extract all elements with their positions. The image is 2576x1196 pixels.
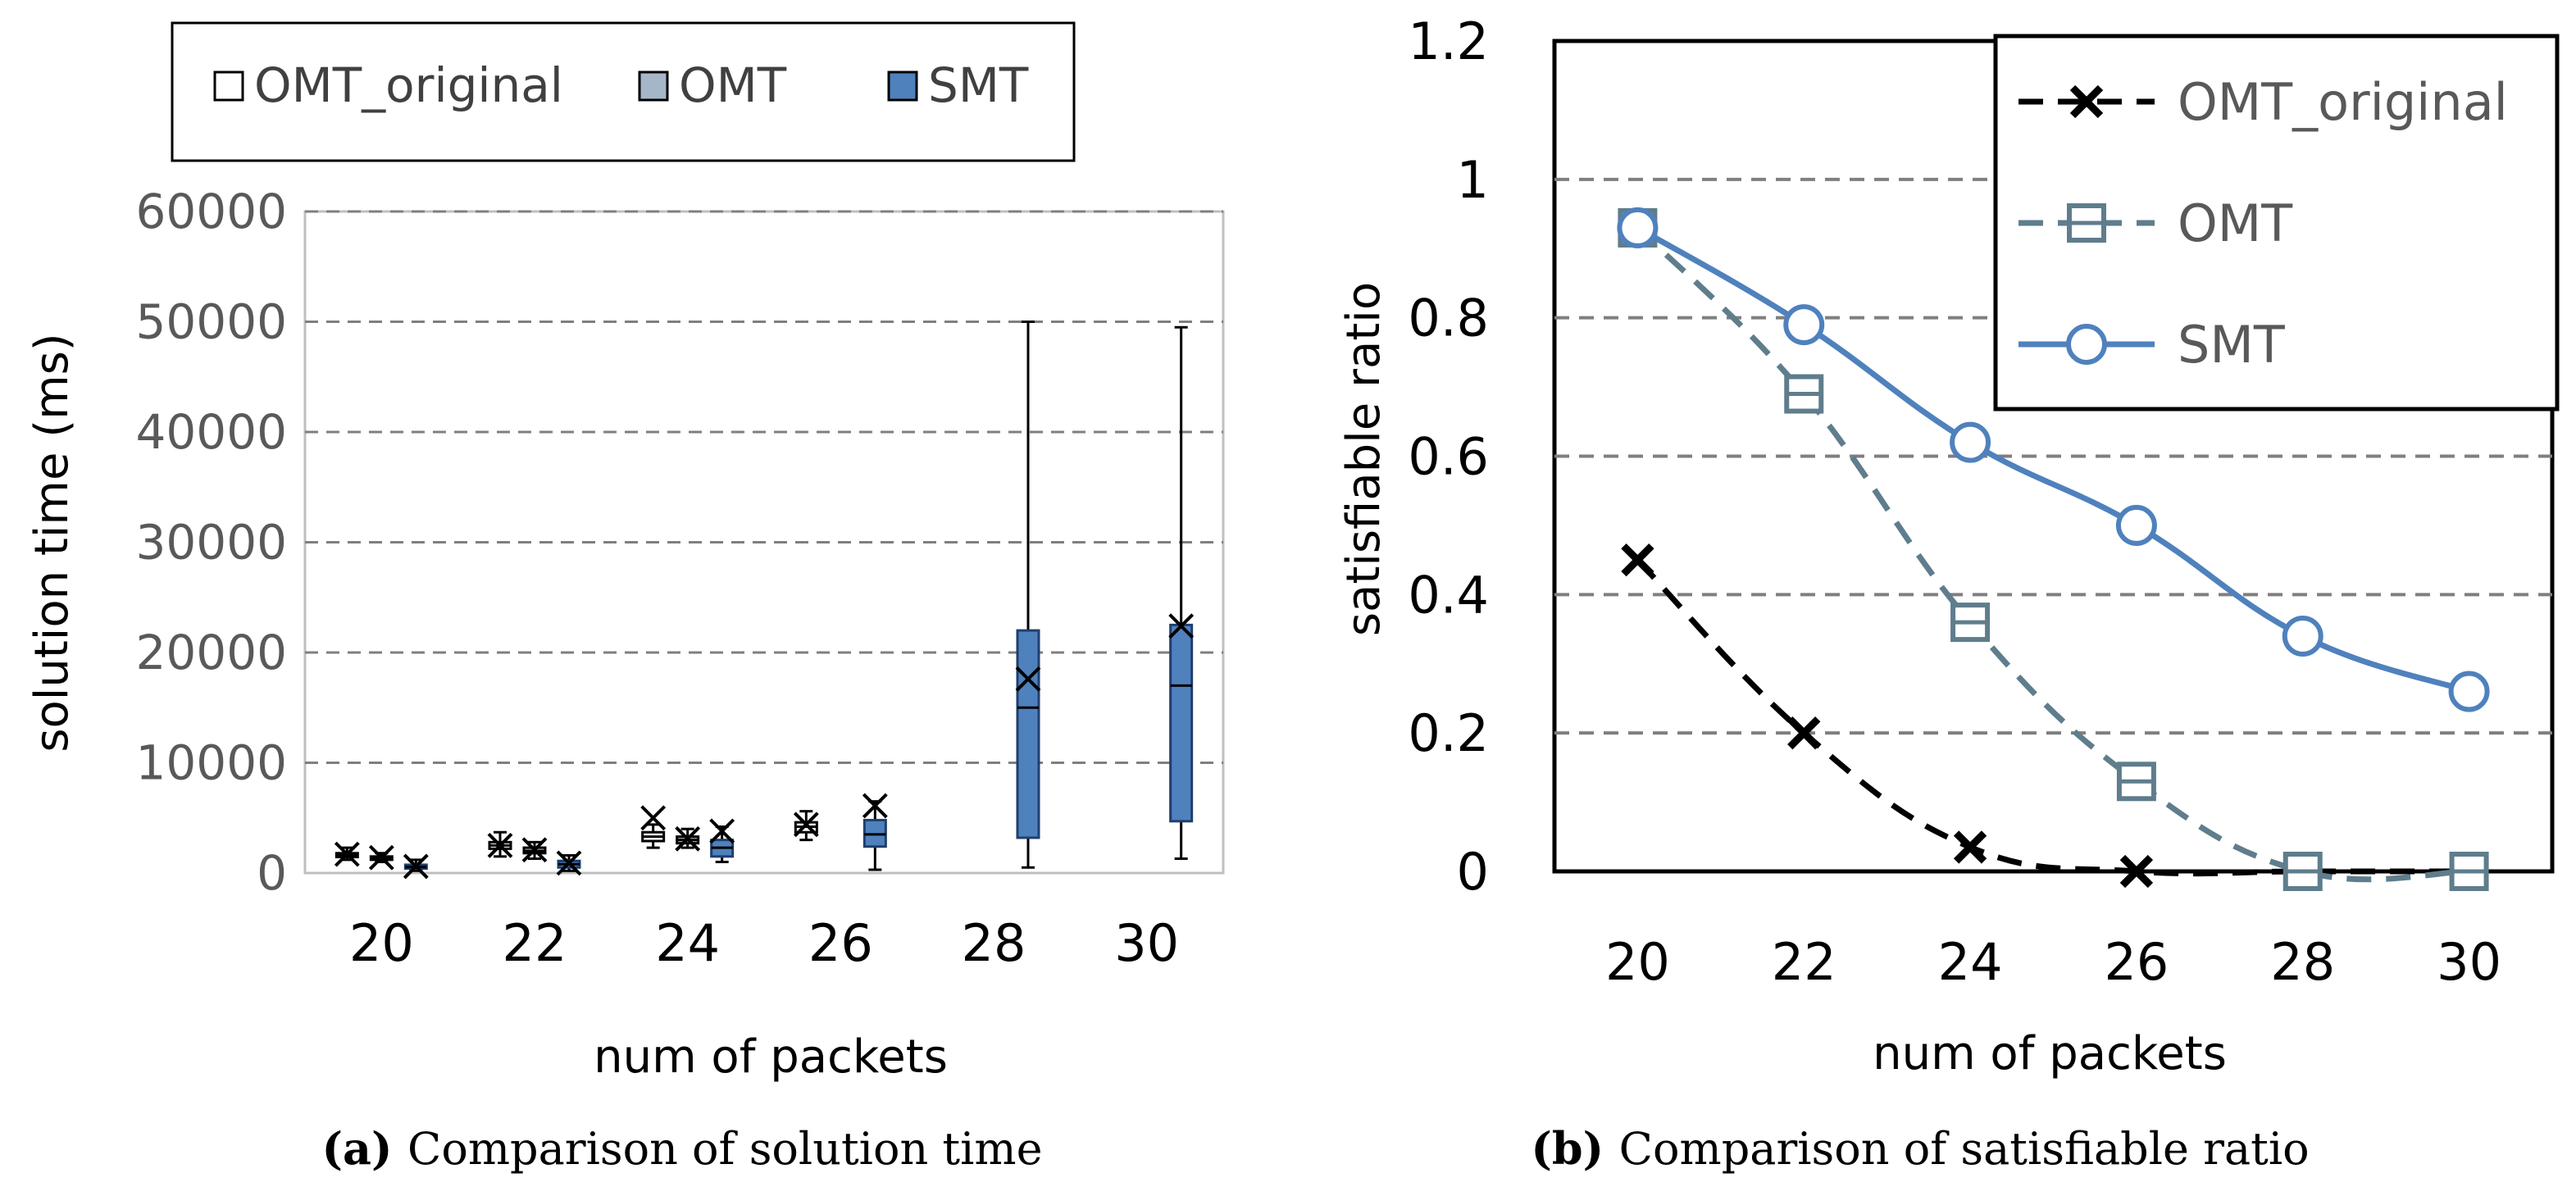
point-OMT_original <box>1787 716 1821 750</box>
x-tick-label: 30 <box>2437 932 2501 992</box>
panel-b-caption-label: (b) <box>1531 1122 1604 1175</box>
series-line-OMT <box>1635 225 2469 883</box>
point-OMT_original <box>1621 543 1654 577</box>
x-tick-label: 30 <box>1114 913 1179 973</box>
x-tick-label: 20 <box>1605 932 1670 992</box>
box-SMT <box>1169 623 1194 823</box>
point-SMT <box>1783 304 1825 346</box>
panel-a-y-axis-label: solution time (ms) <box>25 333 79 752</box>
panel-a-caption-text: Comparison of solution time <box>407 1123 1043 1175</box>
x-tick-label: 22 <box>503 913 567 973</box>
panel-a-y-ticks: 0 10000 20000 30000 40000 50000 60000 <box>135 184 287 901</box>
y-tick-label: 50000 <box>135 294 287 350</box>
point-SMT <box>2282 615 2323 657</box>
y-tick-label: 0 <box>1457 842 1489 902</box>
x-tick-label: 28 <box>2270 932 2335 992</box>
mean-marker <box>1168 613 1195 639</box>
mean-marker <box>862 793 888 819</box>
panel-a-x-axis-label: num of packets <box>594 1030 948 1084</box>
panel-a-legend-box <box>171 21 1076 162</box>
y-tick-label: 10000 <box>135 735 287 791</box>
x-tick-label: 22 <box>1772 932 1836 992</box>
point-OMT_original <box>2119 854 2154 889</box>
legend-marker-SMT <box>2066 324 2107 365</box>
panel-b-satisfiable-ratio: 0 0.2 0.4 0.6 0.8 1 1.2 20 22 24 26 28 30 OMT_origi… <box>1337 11 2560 1175</box>
y-tick-label: 0.6 <box>1408 427 1489 487</box>
panel-b-x-axis-label: num of packets <box>1873 1027 2227 1080</box>
mean-marker <box>368 844 394 871</box>
point-SMT <box>2115 504 2157 546</box>
y-tick-label: 0.8 <box>1408 289 1489 348</box>
y-tick-label: 40000 <box>135 404 287 460</box>
x-tick-label: 24 <box>655 913 720 973</box>
panel-a-caption-label: (a) <box>321 1122 392 1175</box>
panel-a-solution-time: OMT_original OMT SMT 0 10000 20000 30000 40000… <box>25 21 1225 1175</box>
mean-marker <box>1015 666 1041 692</box>
point-SMT <box>1950 421 1991 463</box>
legend-label-OMT_original: OMT_original <box>254 57 563 113</box>
x-tick-label: 28 <box>962 913 1026 973</box>
legend-label-OMT: OMT <box>2178 193 2293 253</box>
mean-marker <box>521 837 548 863</box>
panel-b-caption: (b) Comparison of satisfiable ratio <box>1531 1122 2309 1175</box>
y-tick-label: 0.4 <box>1408 565 1489 625</box>
y-tick-label: 0 <box>257 845 287 901</box>
mean-marker <box>556 850 582 876</box>
panel-a-boxes <box>334 321 1195 880</box>
panel-a-caption: (a) Comparison of solution time <box>321 1122 1042 1175</box>
y-tick-label: 0.2 <box>1408 703 1489 763</box>
y-tick-label: 30000 <box>135 515 287 571</box>
mean-marker <box>640 805 667 831</box>
x-tick-label: 26 <box>2104 932 2169 992</box>
panel-b-x-ticks: 20 22 24 26 28 30 <box>1605 932 2501 992</box>
mean-marker <box>793 812 819 838</box>
panel-a-grid <box>305 210 1223 764</box>
point-SMT <box>1617 207 1659 248</box>
panel-b-y-axis-label: satisfiable ratio <box>1337 282 1390 636</box>
mean-marker <box>487 832 513 858</box>
panel-a-x-ticks: 20 22 24 26 28 30 <box>349 913 1179 973</box>
legend-swatch-SMT <box>887 70 918 102</box>
x-tick-label: 24 <box>1938 932 2003 992</box>
x-tick-label: 20 <box>349 913 414 973</box>
legend-label-OMT_original: OMT_original <box>2178 72 2508 132</box>
panel-b-series <box>1617 207 2490 891</box>
y-tick-label: 60000 <box>135 184 287 239</box>
legend-label-SMT: SMT <box>2178 315 2286 375</box>
legend-swatch-OMT <box>638 70 669 102</box>
legend-swatch-OMT_original <box>213 70 244 102</box>
mean-marker <box>334 841 360 867</box>
point-OMT_original <box>1953 830 1987 864</box>
box-SMT <box>1016 629 1040 839</box>
y-tick-label: 1 <box>1457 150 1489 210</box>
panel-a-legend: OMT_original OMT SMT <box>213 57 1029 113</box>
panel-b-y-ticks: 0 0.2 0.4 0.6 0.8 1 1.2 <box>1408 11 1489 902</box>
x-tick-label: 26 <box>808 913 873 973</box>
mean-marker <box>675 825 701 852</box>
mean-marker <box>709 818 735 844</box>
panel-b-legend: OMT_original OMT SMT <box>2018 72 2508 375</box>
legend-label-OMT: OMT <box>679 57 787 113</box>
legend-marker-OMT_original <box>2069 84 2104 119</box>
mean-marker <box>403 853 429 880</box>
point-SMT <box>2448 671 2490 712</box>
legend-label-SMT: SMT <box>928 57 1029 113</box>
panel-b-caption-text: Comparison of satisfiable ratio <box>1619 1123 2310 1175</box>
y-tick-label: 20000 <box>135 625 287 680</box>
y-tick-label: 1.2 <box>1408 11 1489 71</box>
